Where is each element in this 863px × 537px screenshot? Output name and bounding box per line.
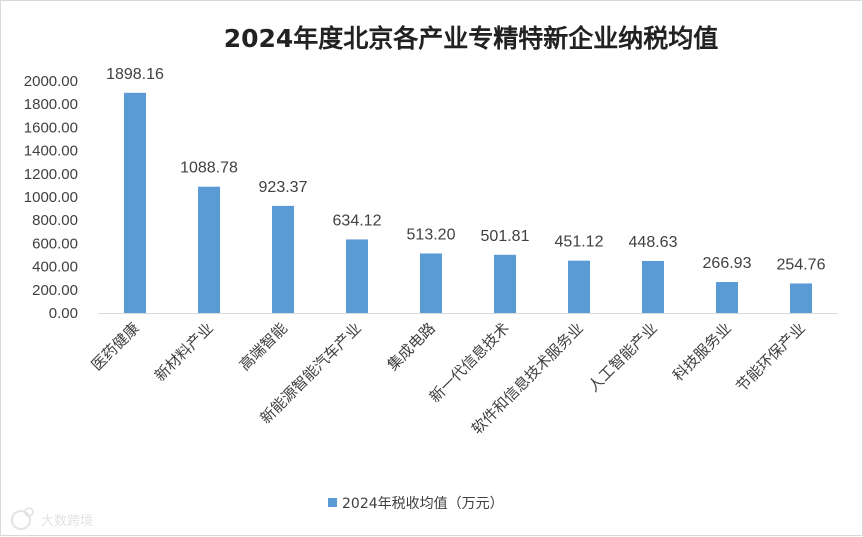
x-tick-label: 新材料产业: [151, 319, 217, 385]
y-tick-label: 600.00: [32, 235, 78, 252]
bar: [790, 283, 812, 313]
data-label: 448.63: [629, 234, 678, 251]
y-tick-label: 200.00: [32, 282, 78, 299]
data-label: 923.37: [259, 179, 308, 196]
bar: [346, 239, 368, 313]
x-tick-label: 人工智能产业: [584, 319, 660, 395]
data-label: 451.12: [555, 234, 604, 251]
y-tick-label: 1000.00: [24, 189, 78, 206]
legend: 2024年税收均值（万元）: [328, 496, 504, 512]
watermark-text: 大数跨境: [41, 514, 93, 529]
x-tick-label: 科技服务业: [669, 319, 735, 385]
x-tick-label: 集成电路: [384, 319, 439, 374]
legend-swatch: [328, 498, 337, 507]
y-tick-label: 1200.00: [24, 166, 78, 183]
x-tick-label: 医药健康: [88, 319, 143, 374]
x-tick-label: 高端智能: [236, 319, 291, 374]
bar: [124, 92, 146, 313]
y-tick-label: 1600.00: [24, 119, 78, 136]
bar: [198, 186, 220, 313]
bar: [568, 260, 590, 313]
data-label: 266.93: [703, 255, 752, 272]
bar-series: [124, 92, 812, 313]
data-label: 1898.16: [106, 66, 164, 83]
bar: [494, 254, 516, 313]
data-label: 254.76: [777, 256, 826, 273]
y-tick-label: 400.00: [32, 259, 78, 276]
bar: [272, 205, 294, 313]
y-tick-label: 2000.00: [24, 73, 78, 90]
y-tick-label: 1400.00: [24, 143, 78, 160]
chart-title: 2024年度北京各产业专精特新企业纳税均值: [224, 24, 719, 53]
y-tick-label: 0.00: [49, 305, 78, 322]
data-label: 513.20: [407, 226, 456, 243]
value-labels: 1898.16 1088.78 923.37 634.12 513.20 501.81 45…: [106, 66, 825, 274]
bar: [420, 253, 442, 313]
legend-label: 2024年税收均值（万元）: [342, 496, 504, 512]
y-axis: 0.00 200.00 400.00 600.00 800.00 1000.00 1200.…: [24, 73, 78, 322]
watermark: 大数跨境: [11, 507, 93, 530]
data-label: 1088.78: [180, 160, 238, 177]
data-label: 501.81: [481, 228, 530, 245]
data-label: 634.12: [333, 212, 382, 229]
bar: [642, 260, 664, 313]
x-tick-label: 节能环保产业: [732, 319, 808, 395]
y-tick-label: 800.00: [32, 212, 78, 229]
y-tick-label: 1800.00: [24, 96, 78, 113]
bar: [716, 282, 738, 313]
watermark-logo-icon: [11, 507, 34, 530]
